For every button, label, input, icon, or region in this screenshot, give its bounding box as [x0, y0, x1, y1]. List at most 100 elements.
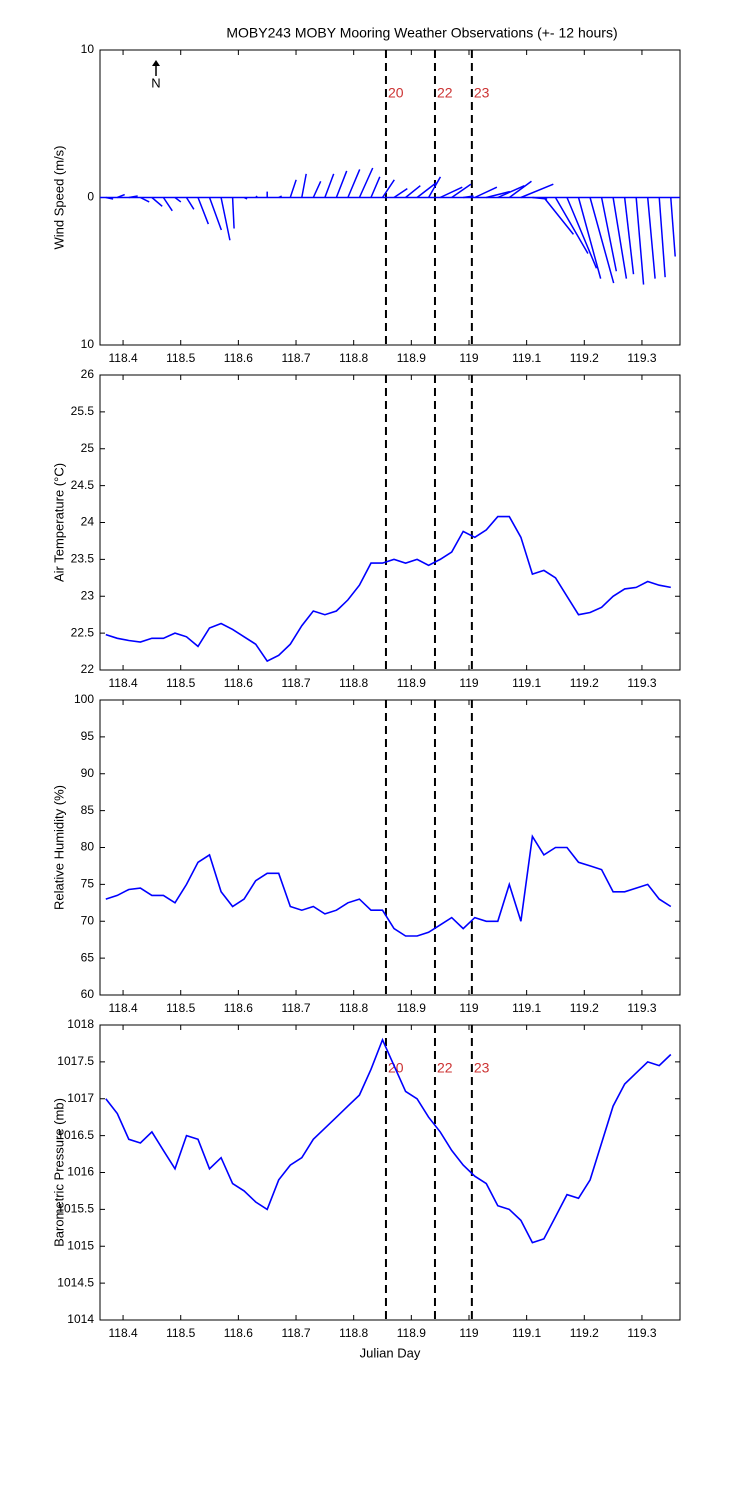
- wind-stick: [278, 195, 283, 199]
- wind-stick: [439, 186, 463, 199]
- wind-stick: [197, 197, 210, 225]
- x-tick-label: 118.4: [108, 1326, 137, 1340]
- x-tick-label: 119.3: [627, 1001, 656, 1015]
- wind-stick: [405, 185, 421, 199]
- x-tick-label: 119.3: [627, 676, 656, 690]
- wind-stick: [220, 197, 231, 241]
- x-tick-label: 119.2: [570, 351, 599, 365]
- y-tick-label: 1015: [67, 1238, 94, 1252]
- wind-stick: [612, 197, 628, 279]
- y-axis-label: Air Temperature (°C): [51, 463, 66, 582]
- y-tick-label: 1016.5: [57, 1128, 94, 1142]
- y-tick-label: 22.5: [71, 625, 95, 639]
- data-line: [105, 1037, 672, 1244]
- x-tick-label: 118.8: [339, 1326, 368, 1340]
- x-tick-label: 118.7: [281, 351, 310, 365]
- wind-stick: [243, 196, 248, 200]
- y-tick-label: 70: [81, 913, 95, 927]
- data-line: [105, 834, 672, 937]
- wind-stick: [301, 173, 307, 198]
- wind-stick: [589, 197, 615, 284]
- wind-stick: [208, 197, 223, 231]
- x-tick-label: 118.5: [166, 351, 195, 365]
- wind-stick: [566, 197, 598, 269]
- y-tick-label: 100: [74, 692, 94, 706]
- y-tick-label: 65: [81, 950, 95, 964]
- y-tick-label: 1018: [67, 1017, 94, 1031]
- x-tick-label: 118.7: [281, 1326, 310, 1340]
- x-tick-label: 119.1: [512, 1001, 541, 1015]
- wind-stick: [508, 180, 532, 199]
- wind-stick: [623, 197, 635, 275]
- wind-stick: [474, 186, 498, 199]
- x-tick-label: 118.7: [281, 1001, 310, 1015]
- x-tick-label: 119.3: [627, 351, 656, 365]
- event-label: 20: [388, 1060, 404, 1076]
- wind-stick: [312, 180, 322, 198]
- plot-frame: [99, 699, 681, 996]
- wind-stick: [335, 170, 348, 198]
- x-tick-label: 119.1: [512, 1326, 541, 1340]
- wind-stick: [231, 197, 235, 229]
- x-tick-label: 119.2: [570, 1001, 599, 1015]
- wind-stick: [255, 195, 258, 199]
- x-tick-label: 118.6: [224, 1326, 253, 1340]
- wind-stick: [140, 196, 150, 203]
- x-tick-label: 119.1: [512, 351, 541, 365]
- y-tick-label: 10: [81, 337, 95, 351]
- y-tick-label: 24: [81, 515, 95, 529]
- wind-stick: [162, 197, 173, 212]
- y-tick-label: 10: [81, 42, 95, 56]
- event-label: 22: [437, 1060, 453, 1076]
- wind-stick: [393, 188, 408, 199]
- y-tick-label: 1014: [67, 1312, 94, 1326]
- wind-stick: [381, 179, 395, 198]
- y-tick-label: 60: [81, 987, 95, 1001]
- x-tick-label: 118.6: [224, 1001, 253, 1015]
- event-label: 22: [437, 85, 453, 101]
- y-axis-label: Wind Speed (m/s): [51, 145, 66, 249]
- wind-stick: [370, 176, 381, 198]
- wind-stick: [347, 169, 361, 198]
- wind-stick: [174, 196, 182, 203]
- y-tick-label: 80: [81, 840, 95, 854]
- x-tick-label: 118.8: [339, 351, 368, 365]
- x-tick-label: 118.8: [339, 1001, 368, 1015]
- wind-stick: [670, 197, 676, 257]
- wind-stick: [577, 197, 602, 279]
- x-axis-label: Julian Day: [360, 1345, 421, 1360]
- y-tick-label: 22: [81, 662, 95, 676]
- y-tick-label: 1015.5: [57, 1202, 94, 1216]
- wind-stick: [358, 167, 374, 198]
- x-tick-label: 118.9: [397, 1001, 426, 1015]
- wind-stick: [416, 182, 437, 199]
- y-tick-label: 1017: [67, 1091, 94, 1105]
- x-tick-label: 118.5: [166, 1326, 195, 1340]
- x-tick-label: 118.9: [397, 1326, 426, 1340]
- wind-stick: [117, 193, 125, 199]
- y-axis-label: Barometric Pressure (mb): [51, 1098, 66, 1247]
- x-tick-label: 118.9: [397, 351, 426, 365]
- event-label: 23: [474, 1060, 490, 1076]
- chart-title: MOBY243 MOBY Mooring Weather Observation…: [226, 25, 617, 41]
- wind-stick: [128, 195, 138, 199]
- x-tick-label: 119: [459, 676, 478, 690]
- x-tick-label: 118.5: [166, 676, 195, 690]
- wind-stick: [185, 197, 195, 210]
- event-label: 20: [388, 85, 404, 101]
- y-tick-label: 1016: [67, 1165, 94, 1179]
- x-tick-label: 118.6: [224, 351, 253, 365]
- event-label: 23: [474, 85, 490, 101]
- x-tick-label: 118.4: [108, 676, 137, 690]
- x-tick-label: 118.4: [108, 351, 137, 365]
- x-tick-label: 118.6: [224, 676, 253, 690]
- north-arrow-head: [152, 60, 160, 66]
- wind-stick: [635, 197, 645, 285]
- wind-stick: [105, 196, 114, 200]
- y-tick-label: 23.5: [71, 552, 95, 566]
- wind-stick: [497, 185, 525, 199]
- x-tick-label: 118.4: [108, 1001, 137, 1015]
- x-tick-label: 119: [459, 351, 478, 365]
- y-tick-label: 85: [81, 803, 95, 817]
